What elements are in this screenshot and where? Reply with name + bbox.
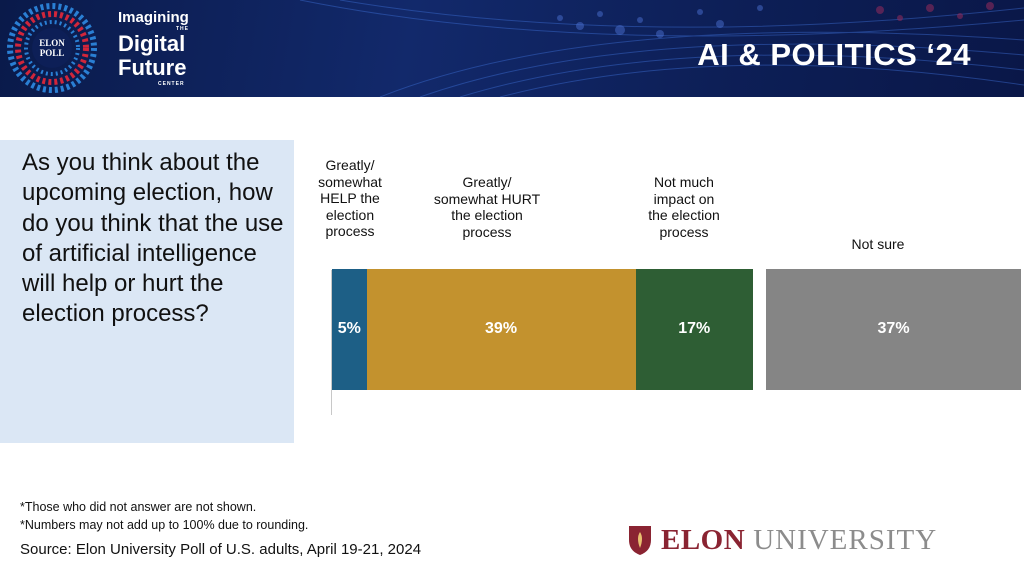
source-line: Source: Elon University Poll of U.S. adu… — [20, 541, 422, 558]
category-label-no-impact: Not much impact on the election process — [648, 174, 720, 240]
question-text: As you think about the upcoming election… — [22, 149, 284, 328]
brand-word-university: UNIVERSITY — [753, 523, 938, 556]
category-label-help: Greatly/somewhat HELP the election process — [318, 157, 382, 239]
logo-line-digital: Digital — [118, 31, 186, 56]
brand-word-elon: ELON — [661, 523, 746, 556]
bar-hurt — [366, 269, 636, 390]
elon-poll-logo-text: ELON POLL — [39, 38, 65, 58]
bar-not-sure — [765, 269, 1022, 390]
value-label-not-sure: 37% — [877, 320, 910, 337]
elon-poll-logo — [7, 3, 97, 93]
logo-line-center: CENTER — [158, 81, 185, 87]
axis-line — [331, 270, 332, 415]
elon-university-logo: ELON UNIVERSITY — [627, 523, 937, 557]
page-title: AI & POLITICS ‘24 — [697, 37, 971, 72]
category-label-not-sure: Not sure — [851, 236, 905, 252]
banner-decoration — [7, 0, 1024, 97]
question-panel: As you think about the upcoming election… — [0, 140, 294, 443]
category-label-hurt: Greatly/somewhat HURT the election process — [433, 174, 541, 240]
shield-icon — [629, 526, 651, 555]
value-label-no-impact: 17% — [678, 320, 711, 337]
logo-line-future: Future — [118, 55, 187, 80]
logo-line-imagining: Imagining — [118, 9, 189, 26]
footnote-rounding: *Numbers may not add up to 100% due to r… — [20, 518, 309, 532]
footnote-not-answered: *Those who did not answer are not shown. — [20, 500, 257, 514]
value-label-help: 5% — [337, 320, 361, 337]
header-banner: ELON POLL Imagining THE Digital Future C… — [0, 0, 1024, 97]
bar-no-impact — [635, 269, 753, 390]
bar-help — [332, 269, 367, 390]
logo-line-the: THE — [176, 26, 189, 32]
imagining-digital-future-logo: Imagining THE Digital Future CENTER — [118, 10, 189, 87]
value-label-hurt: 39% — [485, 320, 518, 337]
